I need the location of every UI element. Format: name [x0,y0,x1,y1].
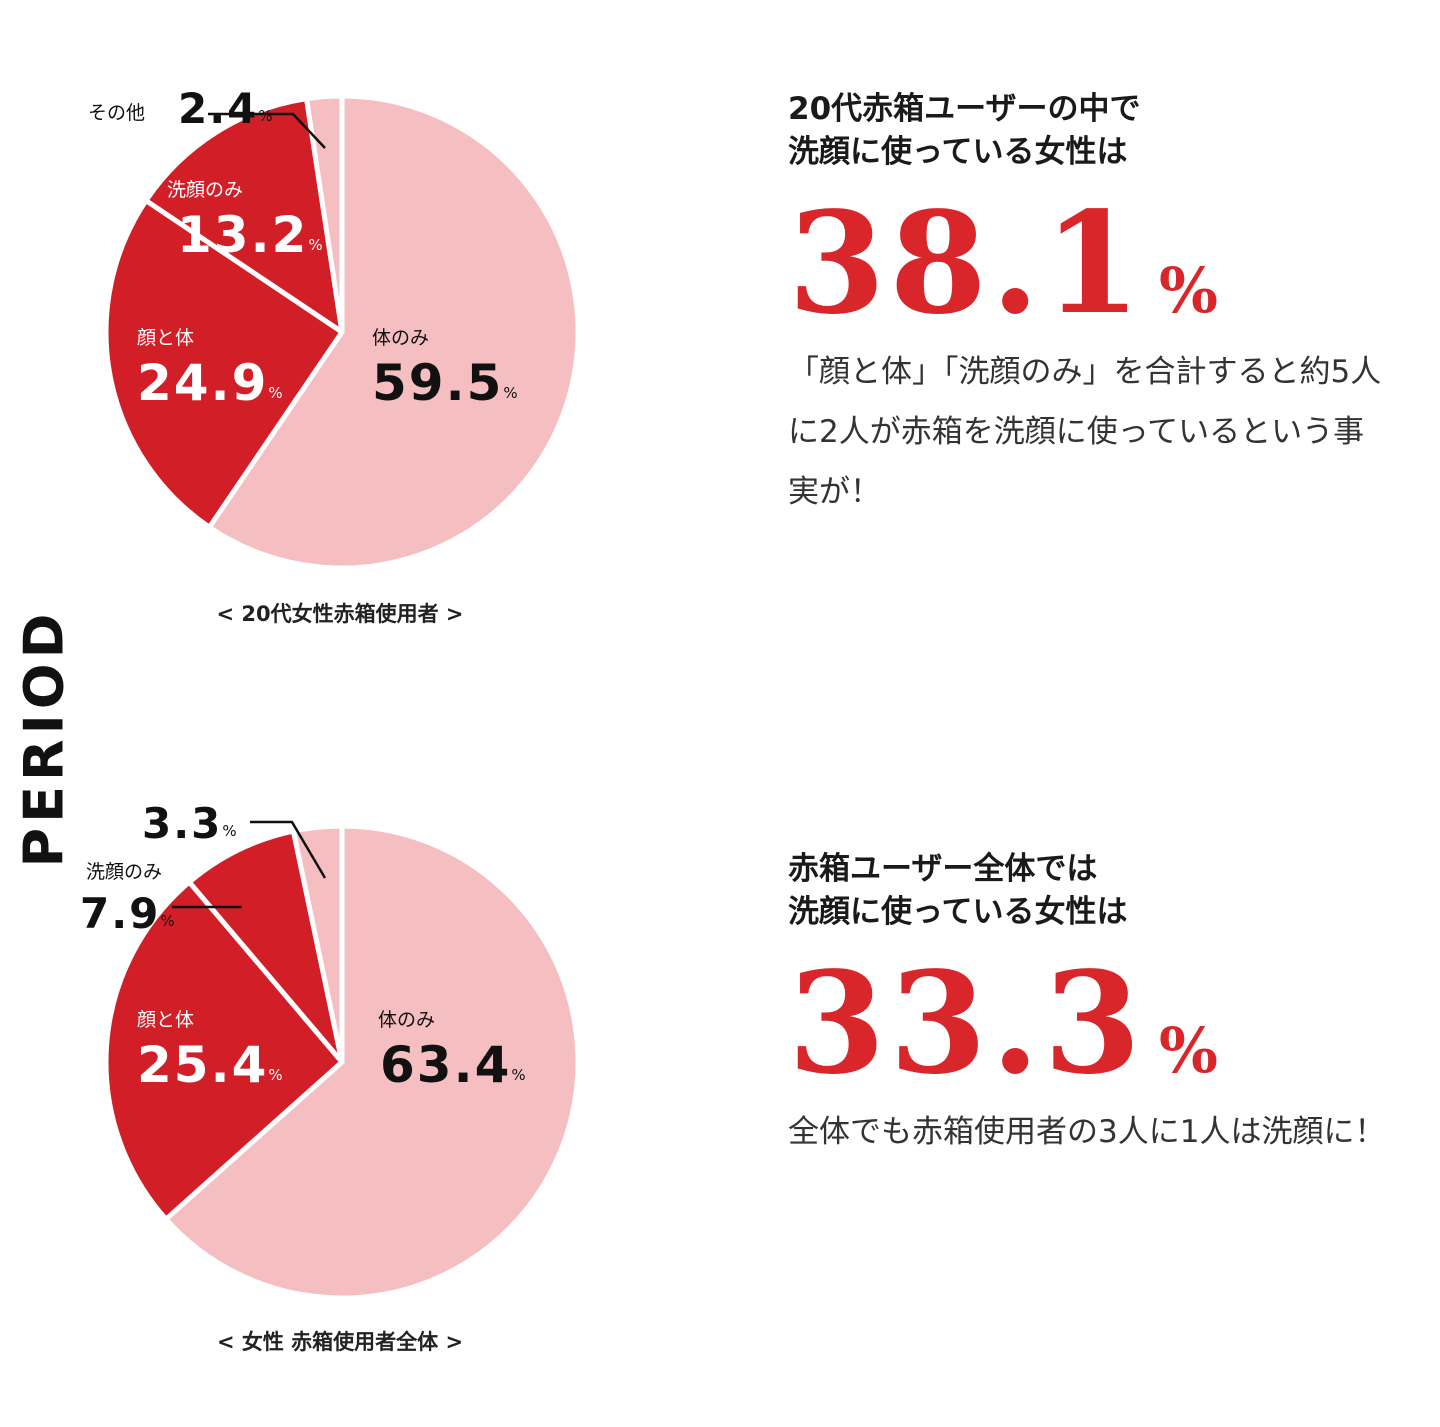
stat-panel-all: 赤箱ユーザー全体では 洗顔に使っている女性は 33.3% 全体でも赤箱使用者の3… [788,848,1408,1162]
slice-value: 24.9% [137,354,285,412]
big-percentage: 38.1% [788,182,1408,346]
slice-label: 顔と体 [137,1009,194,1031]
leader-line [208,112,326,149]
slice-label: 洗顔のみ [86,861,162,883]
slice-value: 59.5% [372,354,520,412]
chart-caption-20s: < 20代女性赤箱使用者 > [216,602,464,626]
period-text: PERIOD [12,608,75,867]
pie-slice [143,96,345,335]
slice-value: 2.4% [178,84,275,133]
stat-panel-20s: 20代赤箱ユーザーの中で 洗顔に使っている女性は 38.1% 「顔と体」「洗顔の… [788,88,1408,522]
pie-slice [290,823,345,1065]
headline-line-1: 赤箱ユーザー全体では [788,851,1098,887]
big-percentage: 33.3% [788,942,1408,1106]
slice-value: 25.4% [137,1036,285,1094]
slice-percent-sign: % [503,384,519,402]
pie-slice [206,93,581,571]
chart-caption-all: < 女性 赤箱使用者全体 > [216,1330,464,1354]
stat-headline: 赤箱ユーザー全体では 洗顔に使っている女性は [788,848,1408,934]
headline-line-2: 洗顔に使っている女性は [788,134,1128,170]
slice-percent-sign: % [258,107,274,125]
slice-label: 体のみ [372,327,429,349]
stat-headline: 20代赤箱ユーザーの中で 洗顔に使っている女性は [788,88,1408,174]
pie-slice [304,93,345,335]
big-percent-sign: % [1158,1014,1218,1087]
slice-label: その他 [88,102,145,124]
slice-percent-sign: % [308,236,324,254]
big-number: 33.3 [788,942,1145,1106]
slice-label: 洗顔のみ [167,179,243,201]
leader-line [250,820,327,879]
stat-description: 「顔と体」「洗顔のみ」を合計すると約5人に2人が赤箱を洗顔に使っているという事実… [788,354,1382,510]
headline-line-1: 20代赤箱ユーザーの中で [788,91,1141,127]
slice-label: 体のみ [378,1009,435,1031]
slice-value: 13.2% [177,206,325,264]
slice-percent-sign: % [160,912,176,930]
big-number: 38.1 [788,182,1145,346]
pie-chart-20s: 体のみ 59.5% 顔と体 24.9% 洗顔のみ 13.2% その他 2.4% [88,84,581,571]
big-percent-sign: % [1158,254,1218,327]
slice-percent-sign: % [268,1066,284,1084]
pie-slice [103,879,345,1222]
stat-description: 全体でも赤箱使用者の3人に1人は洗顔に！ [788,1114,1386,1150]
slice-value: 7.9% [80,889,177,938]
slice-percent-sign: % [222,822,238,840]
period-vertical-label: PERIOD [12,585,75,890]
slice-percent-sign: % [511,1066,527,1084]
headline-line-2: 洗顔に使っている女性は [788,894,1128,930]
pie-slice [103,198,345,530]
slice-label: 顔と体 [137,327,194,349]
pie-slice [163,823,581,1301]
slice-percent-sign: % [268,384,284,402]
slice-value: 3.3% [142,800,239,848]
slice-value: 63.4% [380,1036,528,1094]
